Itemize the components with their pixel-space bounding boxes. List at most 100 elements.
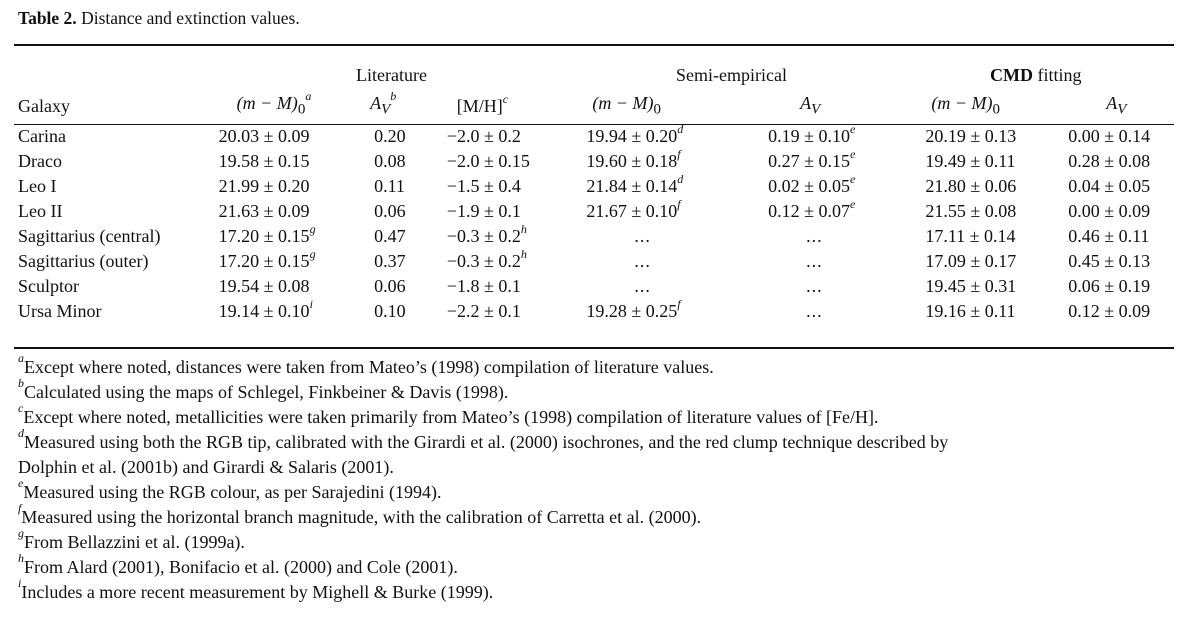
table-caption: Table 2. Distance and extinction values.	[18, 8, 300, 29]
cell-semi-distance-value: ...	[634, 275, 651, 296]
cell-galaxy: Sculptor	[14, 274, 207, 299]
cell-semi-extinction: 0.19 ± 0.10e	[756, 121, 921, 149]
cell-galaxy-value: Leo I	[18, 175, 57, 196]
footnote-mark: c	[18, 401, 24, 415]
cell-semi-extinction-value: 0.02 ± 0.05	[768, 175, 850, 196]
cell-semi-distance-value: ...	[634, 250, 651, 271]
data-table: Galaxy (m − M)0a AVb [M/H]c (m − M)0 AV …	[14, 89, 1200, 324]
table-row: Leo II 21.63 ± 0.09 0.06 −1.9 ± 0.1 21.67 ± …	[14, 196, 1200, 224]
cell-cmd-extinction: 0.28 ± 0.08	[1060, 149, 1200, 174]
cell-galaxy: Ursa Minor	[14, 299, 207, 324]
cell-semi-distance: ...	[572, 249, 756, 274]
cell-metallicity: −1.8 ± 0.1	[431, 274, 573, 299]
footnote-text: Except where noted, distances were taken…	[24, 357, 714, 377]
cell-semi-distance-note-mark: d	[677, 121, 684, 136]
group-header-literature: Literature	[356, 65, 427, 85]
col-lit-distance-text: (m − M)	[236, 93, 298, 113]
cell-cmd-extinction-value: 0.00 ± 0.09	[1068, 200, 1151, 221]
footnote-text: Dolphin et al. (2001b) and Girardi & Sal…	[18, 457, 394, 477]
col-lit-distance: (m − M)0a	[207, 89, 366, 124]
cell-lit-distance-note-mark: g	[309, 246, 316, 261]
cell-semi-distance: ...	[572, 224, 756, 249]
footnote: dMeasured using both the RGB tip, calibr…	[18, 427, 1188, 455]
col-cmd-extinction-sub: V	[1117, 101, 1127, 118]
cell-cmd-extinction: 0.06 ± 0.19	[1060, 274, 1200, 299]
cell-cmd-extinction: 0.00 ± 0.09	[1060, 199, 1200, 224]
cell-lit-extinction-value: 0.47	[374, 225, 406, 246]
footnote: aExcept where noted, distances were take…	[18, 352, 1188, 380]
cell-metallicity-value: −1.9 ± 0.1	[446, 200, 521, 221]
cell-cmd-extinction: 0.04 ± 0.05	[1060, 174, 1200, 199]
cell-cmd-extinction-value: 0.12 ± 0.09	[1068, 300, 1151, 321]
cell-cmd-distance: 20.19 ± 0.13	[921, 124, 1060, 149]
cell-cmd-extinction-value: 0.45 ± 0.13	[1068, 250, 1151, 271]
cell-lit-distance-note-mark: g	[309, 221, 316, 236]
cell-lit-distance-value: 21.63 ± 0.09	[218, 200, 310, 221]
cell-cmd-distance: 19.49 ± 0.11	[921, 149, 1060, 174]
footnote-mark: a	[18, 351, 24, 365]
cell-semi-extinction: ...	[756, 274, 921, 299]
cell-semi-distance: 19.94 ± 0.20d	[572, 121, 756, 149]
cell-lit-distance: 19.14 ± 0.10i	[207, 296, 366, 324]
cell-semi-extinction: 0.12 ± 0.07e	[756, 198, 921, 224]
cell-semi-distance-value: 19.60 ± 0.18	[586, 150, 678, 171]
cell-metallicity-value: −0.3 ± 0.2	[446, 225, 521, 246]
header-rule	[14, 124, 1174, 125]
cell-semi-extinction-note-mark: e	[849, 121, 856, 136]
cell-lit-distance-value: 19.58 ± 0.15	[218, 150, 310, 171]
cell-metallicity-note-mark: h	[520, 246, 527, 261]
cell-cmd-distance-value: 20.19 ± 0.13	[925, 125, 1017, 146]
col-lit-extinction: AVb	[366, 89, 431, 124]
cell-cmd-distance-value: 21.55 ± 0.08	[925, 200, 1017, 221]
cell-galaxy-value: Sagittarius (central)	[18, 225, 161, 246]
footnote-text: Calculated using the maps of Schlegel, F…	[24, 382, 509, 402]
cell-cmd-distance-value: 17.11 ± 0.14	[925, 225, 1016, 246]
col-semi-distance-sub: 0	[653, 101, 662, 118]
cell-cmd-extinction-value: 0.04 ± 0.05	[1068, 175, 1151, 196]
cell-semi-extinction-note-mark: e	[849, 171, 856, 186]
cell-cmd-extinction: 0.46 ± 0.11	[1060, 224, 1200, 249]
cell-semi-distance: 21.67 ± 0.10f	[572, 196, 756, 224]
cell-semi-distance: ...	[572, 274, 756, 299]
col-cmd-distance: (m − M)0	[921, 89, 1060, 124]
col-semi-distance-text: (m − M)	[592, 93, 654, 113]
cell-semi-distance: 19.28 ± 0.25f	[572, 298, 756, 324]
cell-semi-distance-note-mark: f	[677, 146, 681, 161]
cell-cmd-extinction: 0.00 ± 0.14	[1060, 124, 1200, 149]
col-lit-extinction-sub: V	[381, 101, 391, 118]
footnote-text: Except where noted, metallicities were t…	[23, 407, 879, 427]
col-semi-extinction-text: A	[800, 93, 812, 113]
footnote-text: Measured using both the RGB tip, calibra…	[24, 432, 949, 452]
col-cmd-extinction: AV	[1060, 89, 1200, 124]
cell-lit-extinction-value: 0.11	[374, 175, 405, 196]
table-notes: aExcept where noted, distances were take…	[18, 352, 1188, 605]
cell-lit-distance: 21.63 ± 0.09	[207, 199, 366, 224]
cell-lit-distance-note-mark: i	[309, 296, 313, 311]
cell-semi-distance: 21.84 ± 0.14d	[572, 173, 756, 199]
footnote-text: Includes a more recent measurement by Mi…	[21, 582, 494, 602]
cell-galaxy-value: Sculptor	[18, 275, 79, 296]
col-cmd-distance-text: (m − M)	[931, 93, 993, 113]
cell-semi-extinction: 0.27 ± 0.15e	[756, 148, 921, 174]
cell-cmd-extinction-value: 0.46 ± 0.11	[1068, 225, 1150, 246]
cell-metallicity-value: −1.5 ± 0.4	[446, 175, 521, 196]
cell-semi-extinction: 0.02 ± 0.05e	[756, 171, 921, 199]
cell-galaxy-value: Draco	[18, 150, 62, 171]
col-lit-extinction-text: A	[370, 93, 382, 113]
cell-metallicity: −0.3 ± 0.2h	[431, 221, 573, 249]
cell-semi-distance-note-mark: f	[677, 196, 681, 211]
cell-lit-distance: 20.03 ± 0.09	[207, 124, 366, 149]
cell-lit-distance: 17.20 ± 0.15g	[207, 246, 366, 274]
cell-cmd-distance-value: 19.16 ± 0.11	[925, 300, 1016, 321]
cell-metallicity-note-mark: h	[520, 221, 527, 236]
cell-cmd-distance: 21.80 ± 0.06	[921, 174, 1060, 199]
cell-galaxy-value: Sagittarius (outer)	[18, 250, 149, 271]
cell-semi-distance-value: ...	[634, 225, 651, 246]
col-lit-distance-sub: 0	[297, 101, 306, 118]
cell-lit-extinction: 0.08	[366, 149, 431, 174]
col-semi-distance: (m − M)0	[572, 89, 756, 124]
cell-metallicity-value: −2.0 ± 0.15	[446, 150, 530, 171]
cell-cmd-distance-value: 19.45 ± 0.31	[925, 275, 1017, 296]
cell-metallicity-value: −1.8 ± 0.1	[446, 275, 521, 296]
cell-metallicity: −2.0 ± 0.15	[431, 149, 573, 174]
